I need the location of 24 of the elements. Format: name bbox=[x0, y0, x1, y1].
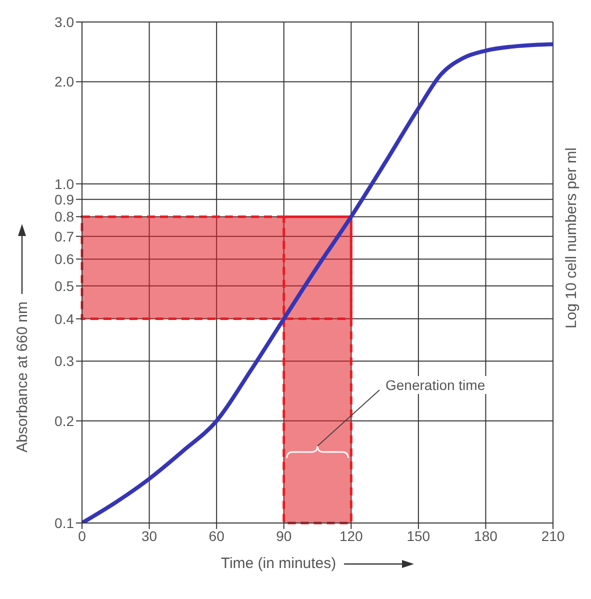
y-tick-label: 0.5 bbox=[54, 278, 74, 294]
y-tick-label: 0.2 bbox=[54, 412, 74, 429]
y2-axis-title: Log 10 cell numbers per ml bbox=[562, 148, 580, 328]
annotation: Generation time bbox=[386, 377, 486, 393]
x-tick-label: 0 bbox=[78, 528, 86, 544]
x-tick-label: 120 bbox=[339, 528, 364, 544]
y-tick-label: 0.3 bbox=[54, 353, 74, 370]
y-tick-label: 3.0 bbox=[54, 14, 74, 30]
y-tick-label: 0.9 bbox=[54, 191, 74, 208]
y-tick-label: 0.8 bbox=[54, 208, 74, 225]
y-tick-label: 0.7 bbox=[54, 228, 74, 244]
y-tick-label: 0.1 bbox=[54, 514, 74, 531]
y-tick-label: 0.4 bbox=[54, 310, 74, 327]
x-tick-label: 150 bbox=[406, 528, 430, 544]
y-axis-title: Absorbance at 660 nm bbox=[14, 302, 30, 452]
y-tick-label: 1.0 bbox=[54, 176, 74, 192]
x-tick-label: 210 bbox=[541, 528, 565, 544]
x-tick-label: 90 bbox=[276, 528, 292, 544]
x-tick-label: 60 bbox=[208, 528, 225, 544]
x-tick-label: 180 bbox=[474, 528, 498, 544]
y-tick-label: 0.6 bbox=[54, 251, 74, 268]
x-axis-title: Time (in minutes) bbox=[220, 555, 336, 572]
y-tick-label: 2.0 bbox=[54, 74, 74, 90]
x-tick-label: 30 bbox=[141, 528, 158, 544]
